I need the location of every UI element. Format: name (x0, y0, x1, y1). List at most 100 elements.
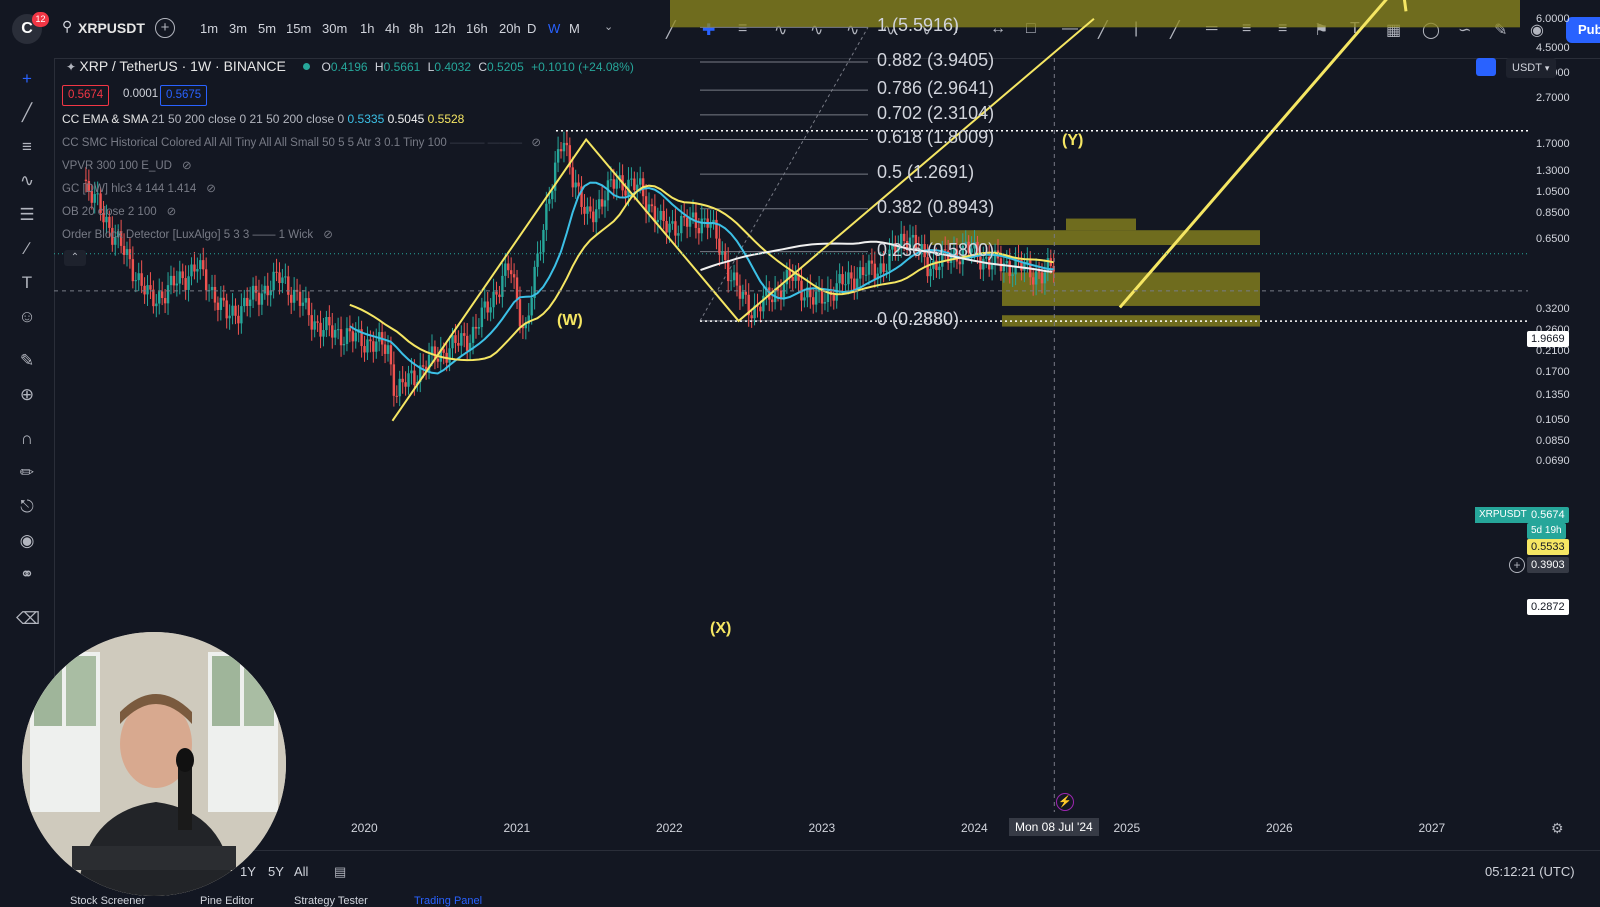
timeframe-16h[interactable]: 16h (466, 21, 488, 36)
text-cursor-tool-icon[interactable]: I (954, 20, 959, 37)
timeframe-4h[interactable]: 4h (385, 21, 400, 36)
timeframe-5m[interactable]: 5m (258, 21, 277, 36)
vertical-tool-icon[interactable]: | (1134, 20, 1139, 37)
goto-date-icon[interactable]: ▤ (334, 864, 347, 879)
compare-add-icon[interactable]: + (155, 18, 175, 38)
zoom-in-icon[interactable]: ⊕ (19, 385, 35, 404)
price-tick: 7.5000 (1536, 0, 1570, 3)
camera-tool-icon[interactable]: ◉ (1530, 22, 1544, 39)
timeframe-w[interactable]: W (548, 21, 561, 36)
indicator-ema-sma[interactable]: CC EMA & SMA 21 50 200 close 0 21 50 200… (62, 112, 464, 126)
candle-body (782, 284, 786, 300)
candle-body (243, 297, 246, 307)
crosshair-icon[interactable]: + (22, 69, 32, 88)
time-tick: 2026 (1266, 821, 1293, 835)
timeframe-3m[interactable]: 3m (229, 21, 248, 36)
candle-body (1034, 271, 1038, 285)
timeframe-1h[interactable]: 1h (360, 21, 375, 36)
candle-body (430, 346, 434, 355)
range-5y[interactable]: 5Y (268, 864, 284, 879)
symbol-search[interactable]: XRPUSDT (78, 20, 145, 36)
ray-tool-icon[interactable]: ╱ (1170, 22, 1180, 39)
indicator-ob[interactable]: OB 20 close 2 100 ⊘ (62, 204, 176, 218)
fib-retracement-icon[interactable]: ≡ (22, 137, 32, 156)
candle-body (134, 280, 137, 282)
tab-stock-screener[interactable]: Stock Screener (70, 895, 146, 907)
tab-trading-panel[interactable]: Trading Panel (414, 895, 483, 907)
resistance-zone-top (1066, 218, 1136, 231)
chart-settings-gear-icon[interactable]: ⚙ (1551, 820, 1564, 836)
candle-body (407, 373, 410, 387)
text-icon[interactable]: T (21, 273, 33, 292)
candle-body (970, 248, 973, 253)
brush-icon[interactable]: ∕ (25, 239, 29, 258)
timeframe-1m[interactable]: 1m (200, 21, 219, 36)
timeframe-15m[interactable]: 15m (286, 21, 312, 36)
indicator-vpvr[interactable]: VPVR 300 100 E_UD ⊘ (62, 158, 192, 172)
pattern-icon[interactable]: ∿ (19, 171, 35, 190)
timeframe-m[interactable]: M (569, 21, 580, 36)
gann-tool-icon[interactable]: ≡ (1278, 20, 1288, 37)
trash-icon[interactable]: ⌫ (16, 609, 41, 628)
indicator-order-block[interactable]: Order Block Detector [LuxAlgo] 5 3 3 —— … (62, 227, 333, 241)
indicator-smc[interactable]: CC SMC Historical Colored All All Tiny A… (62, 137, 542, 149)
price-scale[interactable] (1500, 58, 1600, 850)
candle-body (982, 258, 985, 270)
ema50-value: 0.5045 (387, 112, 425, 126)
ruler-icon[interactable]: ✎ (19, 351, 35, 370)
hidden-eye-icon[interactable]: ⊘ (531, 137, 542, 149)
hidden-eye-icon[interactable]: ⊘ (181, 160, 192, 172)
candle-body (583, 206, 586, 214)
tab-strategy-tester[interactable]: Strategy Tester (294, 895, 368, 907)
candle-body (533, 266, 536, 298)
timeframe-12h[interactable]: 12h (434, 21, 456, 36)
timeframe-8h[interactable]: 8h (409, 21, 424, 36)
text-tool-icon[interactable]: T (1350, 20, 1360, 37)
candle-body (548, 199, 551, 204)
range-all[interactable]: All (294, 864, 309, 879)
collapse-legend-icon[interactable]: ⌃ (64, 250, 86, 266)
candle-body (421, 365, 425, 367)
emoji-icon[interactable]: ☺ (18, 307, 36, 326)
buy-price[interactable]: 0.5675 (160, 85, 208, 106)
timeframe-30m[interactable]: 30m (322, 21, 348, 36)
link-icon[interactable]: ⚭ (19, 565, 35, 584)
parallel-tool-icon[interactable]: ═ (1206, 20, 1218, 37)
utc-clock[interactable]: 05:12:21 (UTC) (1485, 864, 1575, 879)
hidden-eye-icon[interactable]: ⊘ (166, 206, 177, 218)
magnet-icon[interactable]: ∩ (20, 429, 34, 448)
timeframe-d[interactable]: D (527, 21, 537, 36)
lock-icon[interactable]: ⎋ (20, 497, 34, 516)
tab-pine-editor[interactable]: Pine Editor (200, 895, 254, 907)
range-1y[interactable]: 1Y (240, 864, 256, 879)
indicator-gc[interactable]: GC [DW] hlc3 4 144 1.414 ⊘ (62, 181, 216, 195)
trendline-icon[interactable]: ╱ (21, 103, 33, 122)
hidden-eye-icon[interactable]: ⊘ (206, 183, 216, 195)
hidden-eye-icon[interactable]: ⊘ (323, 229, 333, 241)
sell-price[interactable]: 0.5674 (62, 85, 110, 106)
forecast-icon[interactable]: ☰ (19, 205, 35, 224)
fib-tool-icon[interactable]: ≡ (1242, 20, 1252, 37)
line-tool-icon[interactable]: ╱ (666, 22, 676, 39)
candle-body (275, 271, 278, 273)
candle-body (976, 241, 979, 257)
timeframe-dropdown-icon[interactable]: ⌄ (604, 21, 614, 33)
trend-tool-icon[interactable]: ╱ (1098, 22, 1108, 39)
lightning-event-icon[interactable]: ⚡ (1056, 793, 1074, 811)
eye-icon[interactable]: ◉ (19, 531, 35, 550)
lines-tool-icon[interactable]: ≡ (738, 20, 748, 37)
auto-scale-icon[interactable] (1476, 58, 1496, 76)
add-alert-icon[interactable]: + (1509, 557, 1525, 573)
currency-select[interactable]: USDT ▾ (1506, 58, 1556, 78)
ema200-value: 0.5528 (427, 112, 465, 126)
candle-body (404, 382, 407, 387)
lock-pencil-icon[interactable]: ✏ (19, 463, 35, 482)
symbol-title[interactable]: XRP / TetherUS · 1W · BINANCE (79, 58, 286, 74)
candle-body (633, 178, 636, 191)
rectangle-tool-icon[interactable]: □ (1026, 20, 1036, 37)
fib-level-label: 0.5 (1.2691) (877, 162, 975, 183)
search-icon[interactable]: ⚲ (62, 18, 73, 34)
publish-button[interactable]: Pub (1566, 17, 1600, 43)
timeframe-20h[interactable]: 20h (499, 21, 521, 36)
